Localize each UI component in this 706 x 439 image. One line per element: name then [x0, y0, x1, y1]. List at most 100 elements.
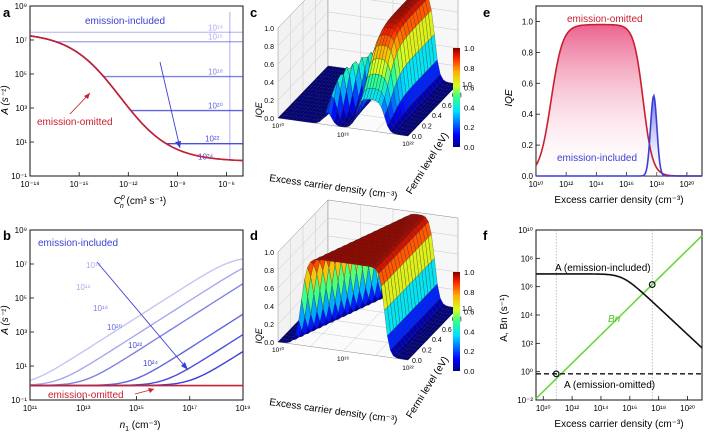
colorbar-tick-label-3: 0.4	[464, 103, 474, 112]
x-tick-label-5: 10²⁰	[680, 180, 695, 189]
panel-c-zlabel: IQE	[254, 101, 264, 118]
panel-f-a-included-line	[536, 273, 703, 349]
panel-b-xlabel-sub: 1	[125, 426, 129, 433]
panel-label-e: e	[483, 5, 490, 20]
y-tick-label-2: 10³	[15, 104, 27, 113]
x-tick-label-0: 10⁻¹⁸	[20, 180, 39, 189]
panel-d-xlabel: Excess carrier density (cm⁻³)	[269, 397, 398, 426]
panel-label-c: c	[250, 5, 257, 20]
panel-label-a: a	[3, 5, 11, 20]
z-tick-label-1: 0.2	[264, 322, 274, 329]
panel-e-chart: 10¹⁰ 10¹² 10¹⁴ 10¹⁶ 10¹⁸ 10²⁰ 0.0 0.2 0.4 0.6 0.8 1…	[504, 5, 703, 206]
panel-a-omitted-label: emission-omitted	[37, 117, 113, 128]
x-tick-label-1: 10¹²	[565, 404, 580, 413]
surface-patch	[404, 132, 412, 137]
colorbar-tick-label-1: 0.8	[464, 64, 474, 73]
panel-a-series-label-0: 10¹⁴	[208, 23, 224, 32]
panel-b-series-line-0	[29, 258, 244, 382]
x-tick-label-3: 10⁻⁹	[169, 180, 186, 189]
panel-b-series-label-4: 10²²	[128, 341, 143, 350]
colorbar-tick-label-2: 0.6	[464, 308, 474, 317]
x-tick-label-0: 10¹⁰	[529, 180, 544, 189]
panel-f-chart: 10¹⁰ 10¹² 10¹⁴ 10¹⁶ 10¹⁸ 10²⁰ 10⁻² 10⁰ 10² 10⁴ 10⁶…	[499, 226, 703, 430]
x-tick-label-0: 10¹⁰	[272, 122, 284, 130]
panel-b-series-arrow	[96, 261, 189, 371]
z-tick-label-1: 0.2	[264, 98, 274, 105]
x-tick-label-1: 10⁻¹⁵	[70, 180, 89, 189]
y-tick-label-6: 10¹⁰	[518, 226, 533, 235]
x-tick-label-5: 10²⁰	[680, 404, 695, 413]
panel-b-series-line-1	[29, 267, 244, 386]
panel-b-xlabel: n1 (cm⁻³)	[120, 420, 161, 433]
panel-f-label-a-omitted: A (emission-omitted)	[564, 380, 655, 391]
panel-e-ylabel: IQE	[504, 89, 515, 107]
panel-c-colorbar	[453, 48, 460, 147]
panel-f-xlabel: Excess carrier density (cm⁻³)	[554, 419, 683, 430]
x-tick-label-4: 10¹⁸	[651, 404, 666, 413]
panel-f-crossing-marker-0	[552, 370, 560, 378]
panel-a-xlabel-main: C	[114, 196, 122, 207]
panel-a-xlabel-units: (cm³ s⁻¹)	[124, 196, 167, 207]
y-tick-label-4: 10⁶	[521, 283, 533, 292]
panel-e-omitted-label: emission-omitted	[567, 14, 643, 25]
y-tick-label-4: 10⁷	[15, 260, 27, 269]
panel-a-series-line-1	[29, 35, 243, 43]
panel-b-series-label-0: 10¹⁴	[86, 261, 102, 270]
panel-d-zlabel: IQE	[254, 327, 264, 344]
z-tick-label-3: 0.6	[264, 62, 274, 69]
surface-patch	[404, 356, 412, 361]
x-tick-label-0: 10¹⁰	[272, 346, 284, 354]
z-tick-label-0: 0.0	[264, 340, 274, 347]
y-tick-label-5: 1.0	[462, 82, 472, 89]
y-tick-label-0: 10⁻¹	[11, 172, 27, 181]
panel-d-surface: emission-omitted 0.00.20.40.60.81.010¹⁰1…	[254, 199, 474, 426]
panel-label-d: d	[250, 228, 258, 243]
z-tick-label-3: 0.6	[264, 286, 274, 293]
colorbar-tick-label-0: 1.0	[464, 268, 474, 277]
panel-f-bn-line	[535, 235, 703, 400]
panel-b-chart: 10¹¹ 10¹³ 10¹⁵ 10¹⁷ 10¹⁹10⁻¹10¹10³10⁵10⁷10⁹ …	[0, 226, 251, 433]
z-tick-label-4: 0.8	[264, 268, 274, 275]
y-tick-label-1: 0.2	[422, 348, 432, 355]
x-tick-label-2: 10⁻¹²	[119, 180, 138, 189]
z-tick-label-0: 0.0	[264, 116, 274, 123]
y-tick-label-0: 0.0	[412, 358, 422, 365]
x-tick-label-1: 10¹⁶	[337, 356, 349, 363]
panel-b-frame	[29, 229, 244, 401]
x-tick-label-1: 10¹³	[76, 404, 91, 413]
y-tick-label-4: 10⁷	[15, 36, 27, 45]
colorbar-tick-label-5: 0.0	[464, 367, 474, 376]
panel-a-series-label-4: 10²²	[205, 135, 220, 144]
z-tick-label-4: 0.8	[264, 44, 274, 51]
y-tick-label-5: 10⁹	[15, 226, 27, 235]
panel-c-surface: emission-included 0.00.20.40.60.81.010¹⁰…	[254, 0, 474, 202]
panel-a-included-label: emission-included	[85, 16, 165, 27]
panel-b-series-arrowhead	[181, 362, 188, 370]
panel-e-included-line	[536, 93, 702, 177]
y-tick-label-5: 10⁸	[521, 254, 533, 263]
y-tick-label-3: 10⁵	[15, 294, 27, 303]
y-tick-label-3: 10⁴	[521, 311, 534, 320]
panel-b-omitted-label: emission-omitted	[48, 390, 124, 401]
x-tick-label-2: 10²²	[402, 365, 414, 372]
panel-a-omitted-line	[29, 35, 244, 162]
y-tick-label-0: 10⁻²	[517, 396, 533, 405]
y-tick-label-3: 10⁵	[15, 70, 27, 79]
panel-b-xlabel-units: (cm⁻³)	[129, 420, 160, 431]
y-tick-label-0: 0.0	[412, 134, 422, 141]
panel-a-xlabel-sup: p	[120, 194, 125, 201]
panel-f-crossing-marker-1	[648, 281, 656, 288]
x-tick-label-2: 10¹⁴	[589, 180, 605, 189]
x-tick-label-0: 10¹⁰	[536, 404, 551, 413]
y-tick-label-1: 0.2	[522, 141, 534, 150]
y-tick-label-2: 0.4	[522, 110, 534, 119]
panel-b-series-label-3: 10²⁰	[107, 323, 122, 332]
panel-b-series-label-1: 10¹⁶	[76, 283, 91, 292]
colorbar-tick-label-4: 0.2	[464, 123, 474, 132]
panel-b-series-label-2: 10¹⁸	[93, 304, 108, 313]
y-tick-label-2: 0.4	[432, 337, 442, 344]
y-tick-label-0: 10⁻¹	[11, 396, 27, 405]
panel-a-frame	[29, 5, 244, 177]
x-tick-label-3: 10¹⁷	[183, 404, 198, 413]
